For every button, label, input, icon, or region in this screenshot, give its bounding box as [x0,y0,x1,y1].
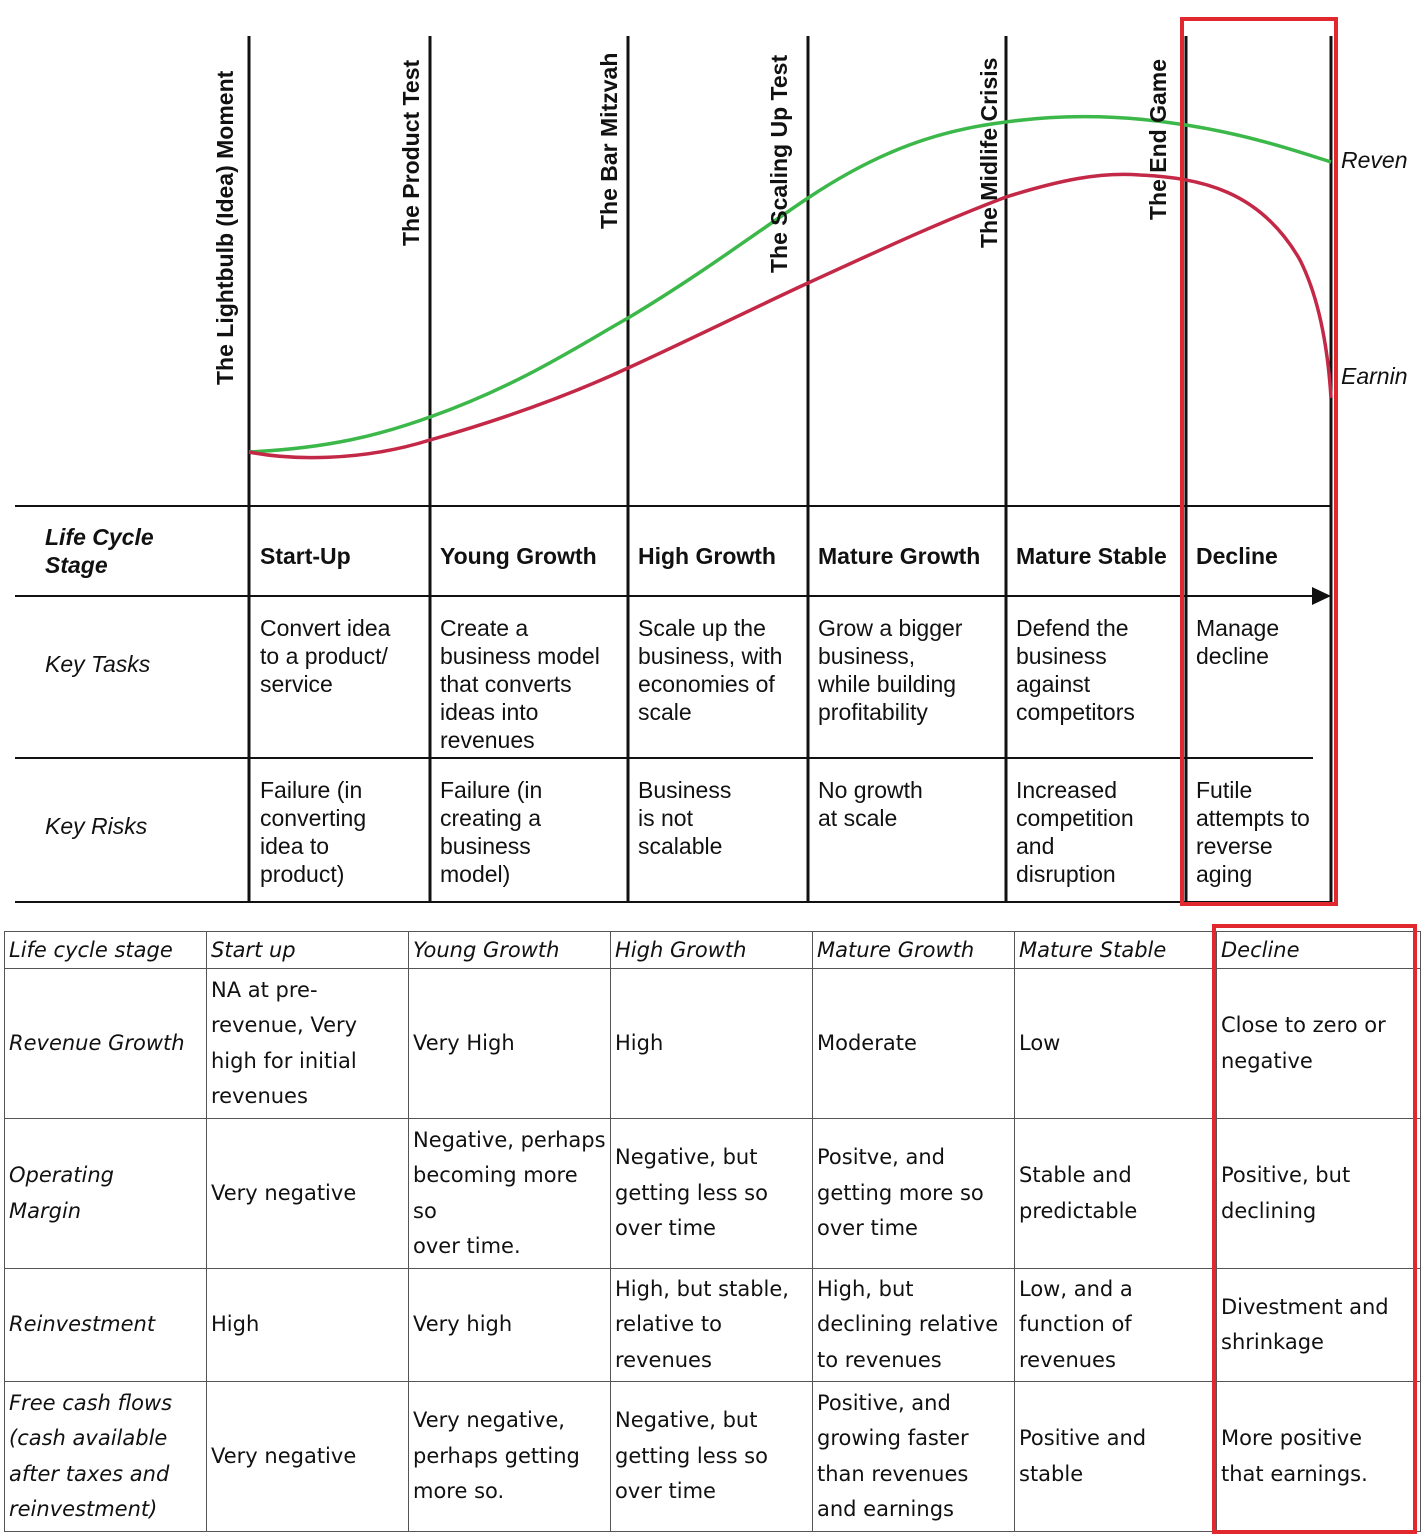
table-cell: Positive, but declining [1216,1118,1421,1269]
table-cell: Very negative, perhaps getting more so. [408,1381,611,1532]
header-cell: Mature Growth [812,931,1015,969]
stage-mature-stable: Mature Stable [1016,543,1167,569]
row-label-life-cycle-stage: Life Cycle Stage [45,524,154,578]
key-risk-cell: No growth at scale [818,777,923,831]
table-row: Free cash flows (cash available after ta… [4,1381,1421,1532]
table-cell: Positve, and getting more so over time [812,1118,1015,1269]
table-cell: More positive that earnings. [1216,1381,1421,1532]
header-cell: Mature Stable [1014,931,1217,969]
header-cell: Young Growth [408,931,611,969]
earnings-curve [248,172,1333,460]
table-row: Revenue Growth NA at pre- revenue, Very … [4,968,1421,1119]
table-cell: Moderate [812,968,1015,1119]
table-cell: Very negative [206,1381,409,1532]
row-label-key-tasks: Key Tasks [45,651,151,677]
table-cell: Stable and predictable [1014,1118,1217,1269]
table-cell: Negative, but getting less so over time [610,1381,813,1532]
metrics-header-row: Life cycle stage Start up Young Growth H… [4,931,1421,969]
header-cell: High Growth [610,931,813,969]
row-label: Operating Margin [4,1118,207,1269]
stage-start-up: Start-Up [260,543,351,569]
milestone-label: The Midlife Crisis [976,58,1002,248]
stage-mature-growth: Mature Growth [818,543,981,569]
header-cell: Life cycle stage [4,931,207,969]
row-label: Free cash flows (cash available after ta… [4,1381,207,1532]
stage-table-lines [15,505,1331,903]
header-cell: Start up [206,931,409,969]
table-row: Operating Margin Very negative Negative,… [4,1118,1421,1269]
table-cell: Positive and stable [1014,1381,1217,1532]
milestone-label: The Lightbulb (Idea) Moment [212,70,238,385]
table-cell: High [206,1268,409,1382]
table-cell: Low [1014,968,1217,1119]
row-label: Reinvestment [4,1268,207,1382]
key-risk-cell: Increased competition and disruption [1016,777,1134,887]
table-cell: Divestment and shrinkage [1216,1268,1421,1382]
milestone-label: The Bar Mitzvah [596,53,622,229]
life-cycle-diagram: The Lightbulb (Idea) Moment The Product … [15,36,1407,903]
stage-decline: Decline [1196,543,1278,569]
table-cell: NA at pre- revenue, Very high for initia… [206,968,409,1119]
table-cell: Very negative [206,1118,409,1269]
key-task-cell: Convert idea to a product/ service [260,615,391,697]
table-cell: Negative, but getting less so over time [610,1118,813,1269]
table-cell: Close to zero or negative [1216,968,1421,1119]
key-task-cell: Manage decline [1196,615,1280,669]
key-risk-cell: Business is not scalable [638,777,732,859]
milestone-label: The Scaling Up Test [766,55,792,273]
key-risk-cell: Failure (in creating a business model) [440,777,543,887]
table-cell: High [610,968,813,1119]
milestone-label: The End Game [1145,59,1171,220]
row-label-key-risks: Key Risks [45,813,148,839]
timeline-arrowhead [1312,587,1331,605]
row-label: Revenue Growth [4,968,207,1119]
key-risk-cell: Futile attempts to reverse aging [1196,777,1310,887]
table-cell: Very high [408,1268,611,1382]
key-task-cell: Scale up the business, with economies of… [638,615,783,725]
table-cell: Negative, perhaps becoming more so over … [408,1118,611,1269]
key-risk-cell: Failure (in converting idea to product) [260,777,367,887]
table-cell: Low, and a function of revenues [1014,1268,1217,1382]
metrics-table: Life cycle stage Start up Young Growth H… [4,931,1421,1532]
stage-high-growth: High Growth [638,543,776,569]
stage-young-growth: Young Growth [440,543,597,569]
key-task-cell: Defend the business against competitors [1016,615,1135,725]
key-task-cell: Create a business model that converts id… [440,615,600,753]
header-cell: Decline [1216,931,1421,969]
revenue-label: Reven [1341,147,1407,173]
table-row: Reinvestment High Very high High, but st… [4,1268,1421,1382]
table-cell: High, but declining relative to revenues [812,1268,1015,1382]
table-cell: Positive, and growing faster than revenu… [812,1381,1015,1532]
table-cell: Very High [408,968,611,1119]
earnings-label: Earnin [1341,363,1407,389]
milestone-label: The Product Test [398,60,424,246]
key-task-cell: Grow a bigger business, while building p… [818,615,963,725]
table-cell: High, but stable, relative to revenues [610,1268,813,1382]
